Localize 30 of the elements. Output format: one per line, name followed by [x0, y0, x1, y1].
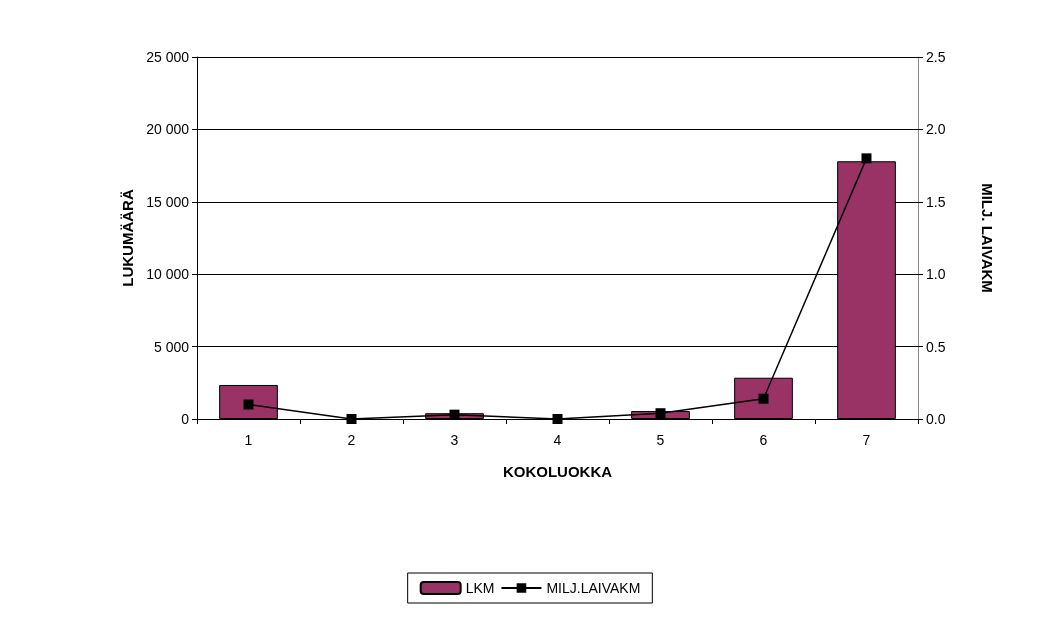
point — [655, 408, 666, 419]
legend-label: MILJ.LAIVAKM — [546, 580, 641, 596]
legend-label: LKM — [465, 580, 495, 596]
y2-tick-label: 2.5 — [926, 49, 946, 65]
y2-tick-label: 2.0 — [926, 121, 946, 138]
y2-tick-label: 1.0 — [926, 266, 946, 283]
y-tick-label: 15 000 — [146, 193, 190, 210]
y2-tick-label: 0.5 — [926, 338, 946, 355]
x-tick-label: 3 — [450, 432, 459, 448]
y-tick-label: 25 000 — [146, 49, 190, 65]
x-tick-label: 6 — [759, 432, 768, 448]
y-tick-label: 10 000 — [146, 266, 190, 283]
x-tick-label: 1 — [244, 432, 253, 448]
point — [346, 414, 357, 424]
x-axis-title: KOKOLUOKKA — [502, 463, 613, 480]
point — [243, 399, 254, 410]
y2-axis-title: MILJ. LAIVAKM — [979, 183, 996, 293]
x-tick-label: 5 — [656, 432, 665, 448]
y-tick-label: 0 — [181, 411, 190, 427]
x-tick-label: 7 — [862, 432, 871, 448]
point — [552, 414, 563, 424]
y2-tick-label: 1.5 — [926, 193, 946, 210]
x-tick-label: 2 — [347, 432, 356, 448]
y2-tick-label: 0.0 — [926, 411, 946, 427]
y-tick-label: 20 000 — [146, 121, 190, 138]
y-axis-title: LUKUMÄÄRÄ — [119, 189, 136, 287]
point — [758, 393, 769, 404]
point — [861, 153, 872, 164]
y-tick-label: 5 000 — [153, 338, 190, 355]
x-tick-label: 4 — [553, 432, 562, 448]
